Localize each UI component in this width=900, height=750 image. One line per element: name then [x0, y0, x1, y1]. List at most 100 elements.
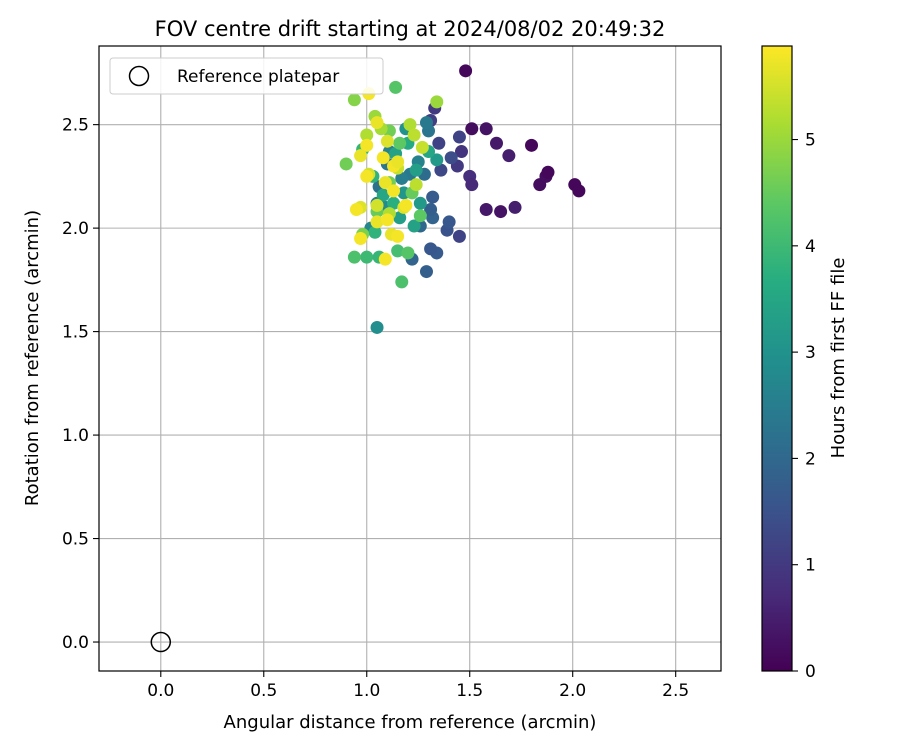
- data-point: [391, 229, 405, 243]
- data-point: [368, 225, 382, 239]
- data-point: [409, 178, 423, 192]
- x-tick-label: 0.5: [250, 681, 277, 701]
- colorbar-tick-label: 0: [805, 662, 816, 682]
- data-point: [378, 252, 392, 266]
- data-point: [508, 200, 522, 214]
- x-tick-label: 1.5: [456, 681, 483, 701]
- x-tick-label: 2.0: [559, 681, 586, 701]
- colorbar-tick-label: 3: [805, 343, 816, 363]
- chart-title: FOV centre drift starting at 2024/08/02 …: [155, 17, 666, 41]
- x-tick-label: 1.0: [353, 681, 380, 701]
- data-point: [370, 116, 384, 130]
- data-point: [376, 188, 390, 202]
- data-point: [376, 151, 390, 165]
- data-point: [401, 246, 415, 260]
- data-point: [413, 209, 427, 223]
- data-point: [490, 136, 504, 150]
- data-point: [395, 171, 409, 185]
- x-tick-label: 0.0: [147, 681, 174, 701]
- legend-marker-icon: [128, 65, 150, 87]
- data-point: [430, 95, 444, 109]
- data-point: [370, 320, 384, 334]
- colorbar-tick-label: 4: [805, 237, 816, 257]
- data-point: [409, 163, 423, 177]
- data-point: [525, 138, 539, 152]
- data-point: [572, 184, 586, 198]
- data-point: [391, 244, 405, 258]
- data-point: [389, 80, 403, 94]
- y-tick-label: 1.0: [62, 426, 89, 446]
- data-point: [387, 184, 401, 198]
- data-point: [434, 163, 448, 177]
- colorbar-ticks: 0 1 2 3 4 5: [792, 131, 816, 682]
- legend-box: [109, 57, 384, 95]
- data-point: [413, 196, 427, 210]
- data-point: [387, 196, 401, 210]
- y-tick-label: 0.5: [62, 530, 89, 550]
- data-point: [452, 130, 466, 144]
- data-point: [403, 118, 417, 132]
- data-point: [442, 215, 456, 229]
- data-point: [465, 122, 479, 136]
- data-point: [349, 202, 363, 216]
- colorbar-tick-label: 2: [805, 449, 816, 469]
- data-point: [452, 229, 466, 243]
- data-point: [370, 215, 384, 229]
- colorbar-tick-label: 5: [805, 131, 816, 151]
- data-point: [459, 64, 473, 78]
- data-point: [360, 250, 374, 264]
- plot-frame: [98, 45, 722, 672]
- data-point: [380, 134, 394, 148]
- data-point: [393, 136, 407, 150]
- data-point: [479, 202, 493, 216]
- data-point: [494, 205, 508, 219]
- data-point: [354, 149, 368, 163]
- data-point: [541, 165, 555, 179]
- y-axis-ticks: 0.0 0.5 1.0 1.5 2.0 2.5: [62, 116, 99, 653]
- data-point: [419, 265, 433, 279]
- data-point: [380, 213, 394, 227]
- data-point: [424, 202, 438, 216]
- data-point: [415, 140, 429, 154]
- data-point: [407, 219, 421, 233]
- reference-platepar-marker: [150, 631, 172, 653]
- data-point: [360, 138, 374, 152]
- data-point: [465, 178, 479, 192]
- data-point: [360, 128, 374, 142]
- data-point: [407, 128, 421, 142]
- x-axis-label: Angular distance from reference (arcmin): [224, 712, 597, 733]
- data-point: [479, 122, 493, 136]
- data-point: [430, 153, 444, 167]
- y-tick-label: 0.0: [62, 633, 89, 653]
- data-point: [391, 155, 405, 169]
- data-point: [360, 169, 374, 183]
- legend-entry-reference: Reference platepar: [177, 67, 339, 87]
- x-axis-ticks: 0.0 0.5 1.0 1.5 2.0 2.5: [147, 671, 689, 701]
- colorbar-gradient: [761, 45, 793, 672]
- y-tick-label: 1.5: [62, 323, 89, 343]
- data-point: [378, 176, 392, 190]
- data-point: [426, 190, 440, 204]
- y-tick-label: 2.0: [62, 219, 89, 239]
- x-tick-label: 2.5: [662, 681, 689, 701]
- data-point: [502, 149, 516, 163]
- y-axis-label: Rotation from reference (arcmin): [22, 210, 43, 506]
- y-tick-label: 2.5: [62, 116, 89, 136]
- data-points: [339, 64, 586, 334]
- data-point: [399, 198, 413, 212]
- colorbar-label: Hours from first FF file: [828, 258, 849, 459]
- data-point: [347, 250, 361, 264]
- legend: Reference platepar: [109, 57, 384, 95]
- data-point: [419, 116, 433, 130]
- data-point: [347, 93, 361, 107]
- data-point: [393, 211, 407, 225]
- data-point: [339, 157, 353, 171]
- colorbar-tick-label: 1: [805, 556, 816, 576]
- colorbar: 0 1 2 3 4 5 Hours from first FF file: [761, 45, 849, 682]
- data-point: [354, 231, 368, 245]
- data-point: [432, 136, 446, 150]
- data-point: [424, 242, 438, 256]
- data-point: [370, 198, 384, 212]
- data-point: [395, 275, 409, 289]
